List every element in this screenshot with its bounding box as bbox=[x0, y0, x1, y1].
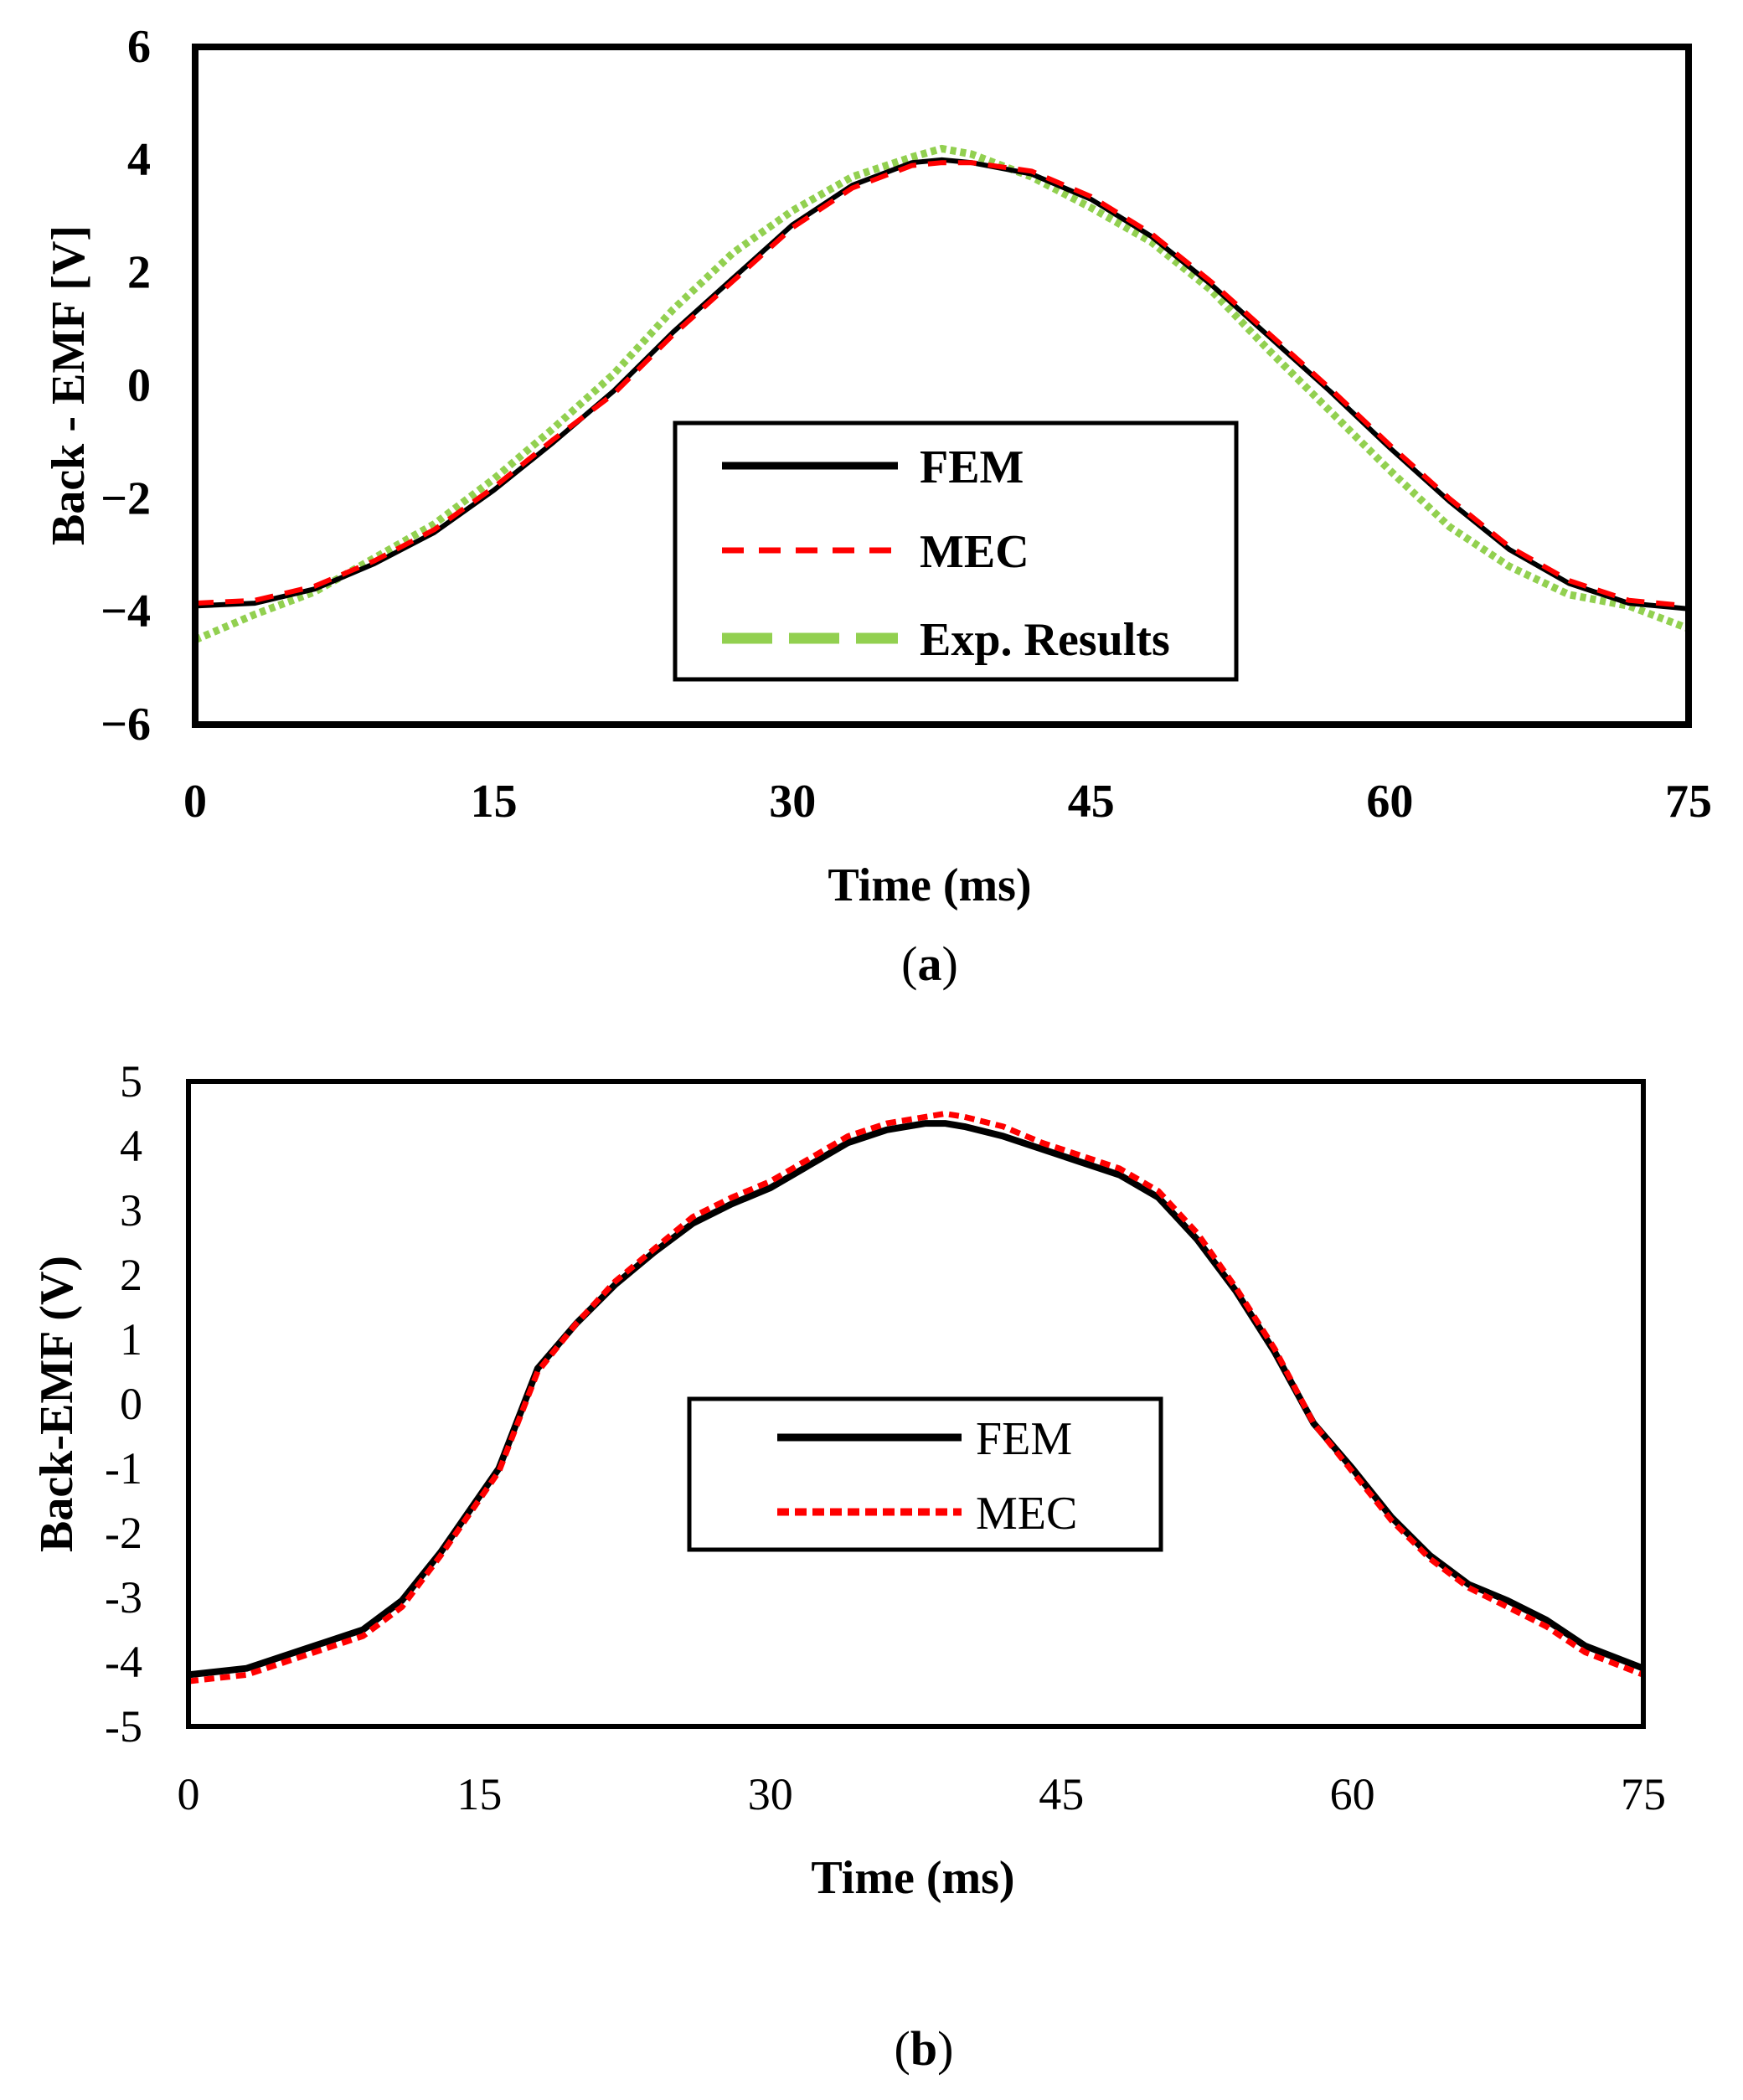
panel-b-y-tick-label: -2 bbox=[105, 1508, 142, 1558]
panel-b-plot-frame bbox=[186, 1079, 1646, 1729]
panel-b-y-tick-label: 5 bbox=[120, 1056, 142, 1107]
panel-a-y-axis-title: Back - EMF [V] bbox=[43, 225, 95, 545]
panel-b-x-tick-label: 15 bbox=[456, 1769, 502, 1819]
panel-a: 6 4 2 0 −2 −4 −6 0 15 30 45 60 75 Time (ms) Back - … bbox=[43, 21, 1712, 991]
panel-b-y-tick-label: -1 bbox=[105, 1443, 142, 1494]
panel-a-y-tick-label: 4 bbox=[127, 134, 151, 186]
panel-b-legend: FEM MEC bbox=[687, 1396, 1163, 1552]
panel-a-y-tick-label: −6 bbox=[101, 699, 151, 751]
panel-b-x-tick-labels: 0 15 30 45 60 75 bbox=[178, 1769, 1667, 1819]
panel-a-x-tick-label: 60 bbox=[1366, 776, 1413, 828]
panel-b-x-tick-label: 60 bbox=[1330, 1769, 1375, 1819]
panel-a-x-tick-label: 15 bbox=[471, 776, 518, 828]
panel-b: 5 4 3 2 1 0 -1 -2 -3 -4 -5 0 15 30 45 60 75 Time (ms) B… bbox=[31, 1056, 1666, 2076]
panel-b-y-axis-title: Back-EMF (V) bbox=[31, 1256, 83, 1552]
panel-a-y-tick-labels: 6 4 2 0 −2 −4 −6 bbox=[101, 21, 151, 751]
panel-b-legend-box bbox=[687, 1396, 1163, 1552]
panel-b-x-tick-label: 75 bbox=[1621, 1769, 1666, 1819]
panel-b-y-tick-label: 3 bbox=[120, 1185, 142, 1236]
panel-b-y-tick-label: -4 bbox=[105, 1637, 142, 1687]
panel-b-x-tick-label: 45 bbox=[1039, 1769, 1084, 1819]
panel-b-y-tick-labels: 5 4 3 2 1 0 -1 -2 -3 -4 -5 bbox=[105, 1056, 142, 1752]
panel-b-series-line-mec bbox=[188, 1111, 1645, 1685]
panel-b-x-tick-label: 0 bbox=[178, 1769, 200, 1819]
panel-a-caption-letter: a bbox=[918, 936, 942, 991]
panel-b-legend-label-fem: FEM bbox=[976, 1413, 1072, 1465]
panel-b-caption: (b) bbox=[895, 2021, 954, 2076]
panel-a-y-tick-label: 6 bbox=[127, 21, 151, 73]
panel-b-y-tick-label: -5 bbox=[105, 1701, 142, 1752]
panel-a-legend-label-fem: FEM bbox=[920, 441, 1024, 493]
panel-a-series-line-exp-results bbox=[193, 144, 1690, 644]
panel-b-legend-label-mec: MEC bbox=[976, 1488, 1077, 1540]
panel-a-legend-label-exp: Exp. Results bbox=[920, 614, 1170, 666]
panel-a-x-axis-title: Time (ms) bbox=[828, 859, 1031, 911]
panel-a-x-tick-labels: 0 15 30 45 60 75 bbox=[183, 776, 1712, 828]
panel-a-legend: FEM MEC Exp. Results bbox=[673, 421, 1239, 682]
panel-b-y-tick-label: -3 bbox=[105, 1572, 142, 1623]
panel-a-caption: (a) bbox=[901, 936, 958, 991]
panel-b-series bbox=[188, 1111, 1645, 1685]
panel-a-y-tick-label: 0 bbox=[127, 360, 151, 412]
panel-a-y-tick-label: −4 bbox=[101, 586, 151, 637]
panel-a-legend-label-mec: MEC bbox=[920, 526, 1029, 578]
panel-b-x-tick-label: 30 bbox=[748, 1769, 793, 1819]
panel-a-series-line-mec bbox=[194, 160, 1689, 609]
panel-a-y-tick-label: 2 bbox=[127, 247, 151, 299]
panel-a-x-tick-label: 30 bbox=[769, 776, 816, 828]
panel-b-y-tick-label: 1 bbox=[120, 1314, 142, 1365]
panel-a-plot-frame bbox=[192, 44, 1692, 728]
panel-b-caption-letter: b bbox=[910, 2021, 937, 2076]
panel-a-y-tick-label: −2 bbox=[101, 472, 151, 524]
panel-b-y-tick-label: 0 bbox=[120, 1379, 142, 1429]
panel-a-x-tick-label: 0 bbox=[183, 776, 207, 828]
panel-a-series bbox=[193, 144, 1690, 644]
panel-a-x-tick-label: 75 bbox=[1665, 776, 1712, 828]
panel-a-x-tick-label: 45 bbox=[1068, 776, 1115, 828]
panel-b-y-tick-label: 2 bbox=[120, 1250, 142, 1300]
panel-b-x-axis-title: Time (ms) bbox=[811, 1852, 1014, 1904]
panel-b-y-tick-label: 4 bbox=[120, 1121, 142, 1171]
